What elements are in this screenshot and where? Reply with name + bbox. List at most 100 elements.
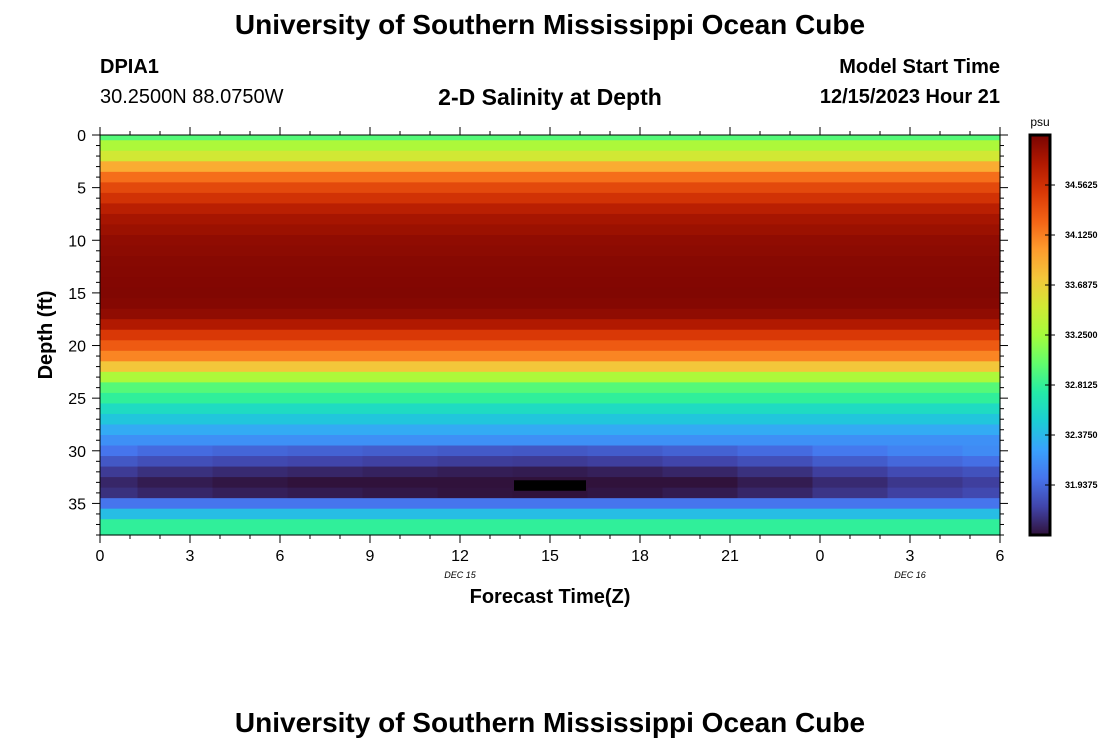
heatmap-cell	[512, 266, 589, 278]
heatmap-cell	[962, 371, 1001, 383]
heatmap-cell	[100, 424, 139, 436]
heatmap-cell	[287, 277, 364, 289]
heatmap-cell	[737, 424, 814, 436]
heatmap-cell	[587, 298, 664, 310]
heatmap-cell	[737, 445, 814, 457]
heatmap-cell	[887, 256, 964, 268]
x-tick-label: 0	[816, 548, 825, 565]
heatmap-cell	[512, 171, 589, 183]
heatmap-cell	[287, 266, 364, 278]
heatmap-cell	[212, 277, 289, 289]
heatmap-cell	[137, 361, 214, 373]
heatmap-cell	[887, 245, 964, 257]
heatmap-cell	[887, 150, 964, 162]
y-tick-label: 25	[68, 391, 86, 408]
heatmap-cell	[362, 287, 439, 299]
heatmap-cell	[362, 171, 439, 183]
heatmap-cell	[137, 445, 214, 457]
heatmap-cell	[512, 213, 589, 226]
heatmap-cell	[212, 182, 289, 194]
heatmap-cell	[362, 498, 439, 510]
heatmap-cell	[137, 171, 214, 183]
heatmap-cell	[812, 413, 889, 426]
heatmap-cell	[887, 361, 964, 373]
heatmap-cell	[662, 424, 739, 436]
chart-title: 2-D Salinity at Depth	[438, 84, 662, 110]
y-axis: 0 5 10 15 20 25 30 35	[68, 128, 1008, 536]
x-tick-label: 12	[451, 548, 469, 565]
heatmap-cell	[737, 203, 814, 215]
heatmap-cell	[287, 487, 364, 499]
heatmap-cell	[212, 413, 289, 426]
heatmap-cell	[212, 340, 289, 352]
heatmap-cell	[662, 308, 739, 320]
heatmap-cell	[362, 192, 439, 205]
heatmap-cell	[587, 329, 664, 341]
heatmap-cell	[512, 498, 589, 510]
heatmap-cell	[662, 150, 739, 162]
heatmap-cell	[887, 519, 964, 536]
heatmap-cell	[362, 161, 439, 173]
heatmap-cell	[287, 182, 364, 194]
heatmap-cell	[737, 508, 814, 520]
heatmap-cell	[962, 266, 1001, 278]
heatmap-cell	[512, 371, 589, 383]
heatmap-cell	[137, 224, 214, 236]
heatmap-cell	[812, 192, 889, 205]
heatmap-cell	[737, 403, 814, 415]
page-title: University of Southern Mississippi Ocean…	[234, 9, 866, 40]
heatmap-cell	[362, 456, 439, 468]
heatmap-cell	[212, 298, 289, 310]
heatmap-cell	[962, 498, 1001, 510]
heatmap-cell	[437, 224, 514, 236]
heatmap-cell	[587, 487, 664, 499]
heatmap-cell	[587, 508, 664, 520]
heatmap-cell	[887, 140, 964, 152]
heatmap-cell	[100, 171, 139, 183]
heatmap-cell	[437, 498, 514, 510]
heatmap-cell	[100, 308, 139, 320]
heatmap-cell	[437, 266, 514, 278]
colorbar-unit: psu	[1030, 115, 1049, 129]
heatmap-cell	[437, 445, 514, 457]
heatmap-cell	[437, 150, 514, 162]
heatmap-cell	[212, 350, 289, 362]
heatmap-cell	[362, 256, 439, 268]
heatmap-cell	[437, 477, 514, 489]
heatmap-cell	[737, 266, 814, 278]
heatmap-cell	[512, 287, 589, 299]
date-label: DEC 16	[894, 570, 926, 580]
heatmap-cell	[587, 498, 664, 510]
heatmap-cell	[100, 382, 139, 394]
heatmap-cell	[437, 192, 514, 205]
heatmap-cell	[287, 466, 364, 478]
heatmap-cell	[737, 213, 814, 226]
station-coordinates: 30.2500N 88.0750W	[100, 86, 284, 108]
heatmap-cell	[737, 245, 814, 257]
heatmap-cell	[137, 382, 214, 394]
heatmap-cell	[437, 319, 514, 331]
heatmap-cell	[962, 277, 1001, 289]
heatmap-cell	[887, 224, 964, 236]
heatmap-cell	[100, 277, 139, 289]
heatmap-cell	[737, 319, 814, 331]
heatmap-cell	[137, 298, 214, 310]
heatmap-cell	[100, 161, 139, 173]
heatmap-cell	[662, 135, 739, 141]
y-tick-label: 10	[68, 233, 86, 250]
heatmap-cell	[362, 371, 439, 383]
heatmap-cell	[437, 403, 514, 415]
heatmap-cell	[212, 329, 289, 341]
heatmap-cell	[887, 266, 964, 278]
heatmap-cell	[662, 171, 739, 183]
heatmap-cell	[812, 340, 889, 352]
heatmap-cell	[362, 361, 439, 373]
heatmap-cell	[812, 245, 889, 257]
heatmap-cell	[212, 392, 289, 405]
heatmap-cell	[737, 413, 814, 426]
heatmap-cell	[812, 361, 889, 373]
heatmap-cell	[137, 340, 214, 352]
heatmap-cell	[587, 203, 664, 215]
heatmap-cell	[287, 224, 364, 236]
colorbar-tick-label: 32.3750	[1065, 430, 1098, 440]
